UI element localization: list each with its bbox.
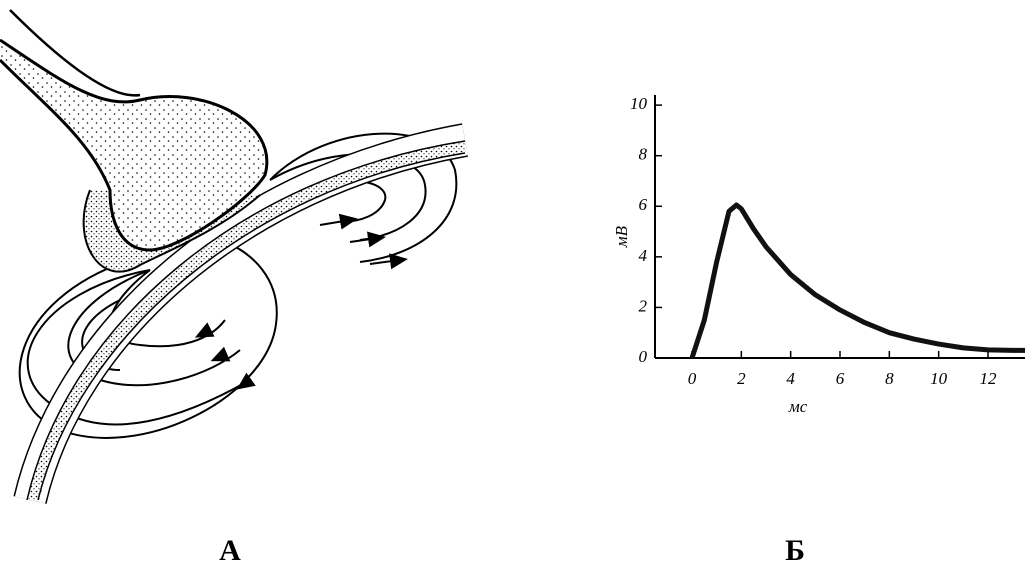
x-tick-label: 4 (786, 369, 795, 388)
y-tick-label: 6 (639, 195, 648, 214)
line-series (689, 202, 1025, 359)
x-tick-label: 8 (885, 369, 894, 388)
synapse-diagram (0, 9, 468, 504)
x-tick-label: 6 (836, 369, 845, 388)
y-tick-label: 4 (639, 246, 648, 265)
x-tick-label: 12 (980, 369, 998, 388)
y-tick-label: 2 (639, 296, 648, 315)
panel-label: А (219, 534, 241, 567)
y-tick-label: 0 (639, 347, 648, 366)
y-axis-label: мВ (612, 225, 631, 248)
x-axis-label: мс (788, 397, 808, 416)
x-tick-label: 10 (930, 369, 948, 388)
x-tick-label: 0 (688, 369, 697, 388)
x-tick-label: 2 (737, 369, 746, 388)
y-tick-label: 10 (630, 94, 648, 113)
panel-label: Б (785, 534, 805, 567)
y-tick-label: 8 (639, 145, 648, 164)
chart: 0 2 4 6 8 10 0 2 4 6 8 10 12 мс мВ (612, 94, 1025, 416)
